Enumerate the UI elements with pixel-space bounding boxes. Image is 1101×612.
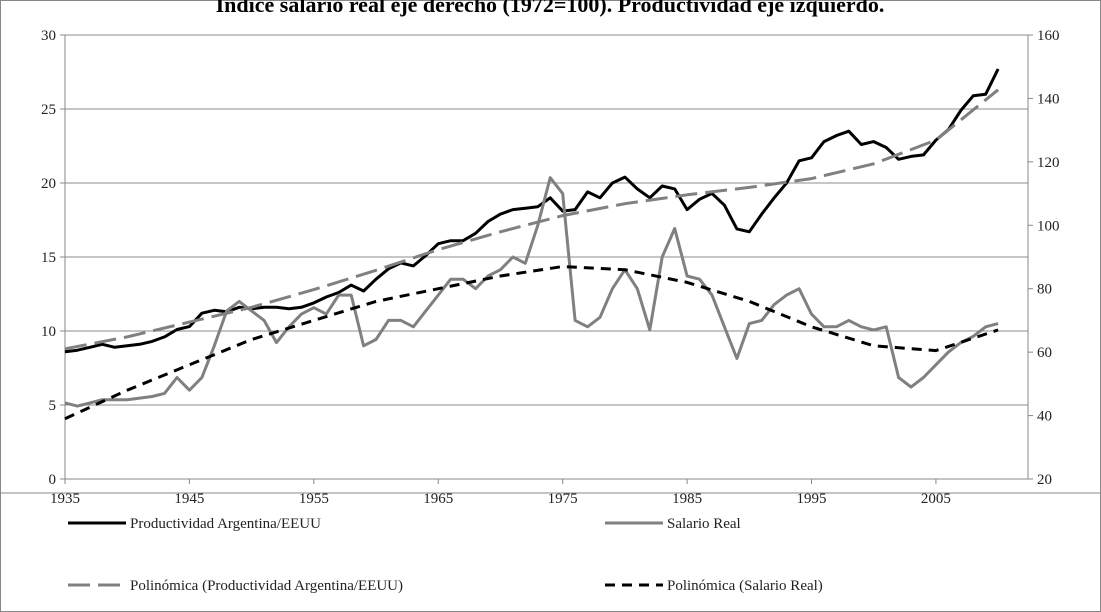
legend-label: Salario Real: [667, 516, 741, 532]
y-tick-label: 0: [49, 472, 57, 488]
y2-tick-label: 20: [1037, 472, 1052, 488]
x-tick-label: 1995: [797, 491, 827, 507]
legend-label: Polinómica (Salario Real): [667, 578, 823, 594]
y2-tick-label: 40: [1037, 409, 1052, 425]
x-tick-label: 1935: [50, 491, 80, 507]
x-tick-label: 1965: [423, 491, 453, 507]
y2-tick-label: 140: [1037, 91, 1060, 107]
y2-tick-label: 80: [1037, 282, 1052, 298]
series-line: [64, 176, 999, 408]
y-tick-label: 10: [41, 324, 56, 340]
legend-label: Polinómica (Productividad Argentina/EEUU…: [130, 578, 403, 594]
y-tick-label: 20: [41, 176, 56, 192]
x-tick-label: 1945: [174, 491, 204, 507]
series-line: [64, 88, 1000, 351]
y2-tick-label: 60: [1037, 345, 1052, 361]
y2-tick-label: 120: [1037, 155, 1060, 171]
x-tick-label: 2005: [921, 491, 951, 507]
x-tick-label: 1955: [299, 491, 329, 507]
legend-label: Productividad Argentina/EEUU: [130, 516, 321, 532]
y2-tick-label: 160: [1037, 28, 1060, 44]
y-tick-label: 25: [41, 102, 56, 118]
y-tick-label: 15: [41, 250, 56, 266]
y-tick-label: 30: [41, 28, 56, 44]
y2-tick-label: 100: [1037, 218, 1060, 234]
x-tick-label: 1985: [672, 491, 702, 507]
series-line: [64, 68, 1000, 354]
y-tick-label: 5: [49, 398, 57, 414]
chart-title: Índice salario real eje derecho (1972=10…: [216, 0, 885, 17]
x-tick-label: 1975: [548, 491, 578, 507]
